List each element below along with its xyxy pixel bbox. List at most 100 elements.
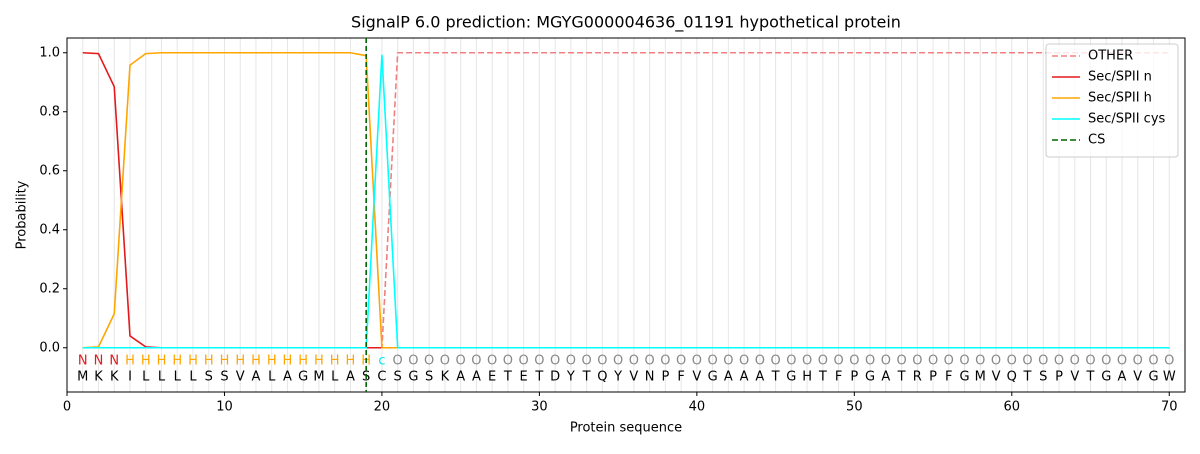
region-label: O: [597, 354, 607, 369]
residue: P: [1055, 370, 1063, 385]
legend-label: Sec/SPII h: [1088, 91, 1152, 106]
region-label: O: [613, 354, 623, 369]
y-tick-label: 0.2: [39, 281, 60, 296]
residue: E: [520, 370, 528, 385]
region-label: H: [330, 354, 340, 369]
legend-label: OTHER: [1088, 49, 1133, 64]
x-axis-label: Protein sequence: [570, 421, 682, 436]
residue: F: [677, 370, 684, 385]
region-label: O: [849, 354, 859, 369]
residue: G: [1148, 370, 1158, 385]
region-label: H: [314, 354, 324, 369]
residue: G: [708, 370, 718, 385]
x-tick-label: 10: [216, 400, 233, 415]
residue: Q: [1007, 370, 1017, 385]
residue: L: [189, 370, 197, 385]
residue: T: [818, 370, 827, 385]
residue: E: [488, 370, 496, 385]
region-label: O: [1038, 354, 1048, 369]
legend-label: Sec/SPII cys: [1088, 112, 1166, 127]
residue: K: [94, 370, 103, 385]
legend: OTHER Sec/SPII n Sec/SPII h Sec/SPII cys CS: [1045, 43, 1179, 158]
region-label: O: [1085, 354, 1095, 369]
region-label: O: [770, 354, 780, 369]
legend-label: Sec/SPII n: [1088, 70, 1152, 85]
region-label: O: [912, 354, 922, 369]
residue: V: [992, 370, 1001, 385]
region-label: O: [975, 354, 985, 369]
residue: V: [1070, 370, 1079, 385]
residue: A: [252, 370, 261, 385]
region-label: O: [1164, 354, 1174, 369]
region-label: O: [424, 354, 434, 369]
region-label: O: [1070, 354, 1080, 369]
residue: A: [472, 370, 481, 385]
region-label: O: [660, 354, 670, 369]
residue: H: [802, 370, 812, 385]
residue: G: [1101, 370, 1111, 385]
region-label: O: [534, 354, 544, 369]
region-label: H: [235, 354, 245, 369]
legend-box: [1045, 43, 1179, 158]
residue: P: [661, 370, 669, 385]
region-label: O: [896, 354, 906, 369]
y-tick-label: 1.0: [39, 45, 60, 60]
region-label: H: [267, 354, 277, 369]
residue: C: [377, 370, 386, 385]
residue: F: [945, 370, 952, 385]
residue: T: [534, 370, 543, 385]
series-line: [82, 51, 1170, 349]
residue: W: [1163, 370, 1176, 385]
x-tick-label: 40: [689, 400, 706, 415]
residue: G: [786, 370, 796, 385]
region-label: O: [487, 354, 497, 369]
residue: M: [77, 370, 88, 385]
x-tick-label: 20: [374, 400, 391, 415]
residue: L: [331, 370, 339, 385]
residue: A: [881, 370, 890, 385]
region-label: O: [786, 354, 796, 369]
region-label: H: [298, 354, 308, 369]
region-label: H: [141, 354, 151, 369]
x-tick-label: 0: [63, 400, 71, 415]
region-label: O: [645, 354, 655, 369]
residue: S: [1039, 370, 1047, 385]
region-label: O: [1133, 354, 1143, 369]
region-label: O: [440, 354, 450, 369]
residue: M: [313, 370, 324, 385]
residue: S: [205, 370, 213, 385]
residue: A: [283, 370, 292, 385]
residue: L: [268, 370, 276, 385]
region-label: O: [755, 354, 765, 369]
region-label: O: [676, 354, 686, 369]
region-label: H: [251, 354, 261, 369]
residue: V: [692, 370, 701, 385]
residue: A: [1118, 370, 1127, 385]
residue: T: [503, 370, 512, 385]
region-label: O: [723, 354, 733, 369]
y-tick-label: 0.0: [39, 340, 60, 355]
region-label: O: [802, 354, 812, 369]
region-label: O: [393, 354, 403, 369]
residue: Y: [566, 370, 575, 385]
region-label: O: [1117, 354, 1127, 369]
region-label: H: [125, 354, 135, 369]
residue: G: [865, 370, 875, 385]
series-line: [82, 54, 1170, 349]
region-label: O: [833, 354, 843, 369]
residue: L: [142, 370, 150, 385]
residue: K: [110, 370, 119, 385]
region-label: c: [378, 354, 385, 369]
residue: A: [755, 370, 764, 385]
residue: S: [220, 370, 228, 385]
residue: V: [236, 370, 245, 385]
residue: P: [929, 370, 937, 385]
residue: Q: [597, 370, 607, 385]
series-line: [82, 51, 1170, 349]
region-label: O: [739, 354, 749, 369]
x-tick-label: 30: [531, 400, 548, 415]
residue: T: [1086, 370, 1095, 385]
residue: S: [425, 370, 433, 385]
region-label: O: [944, 354, 954, 369]
